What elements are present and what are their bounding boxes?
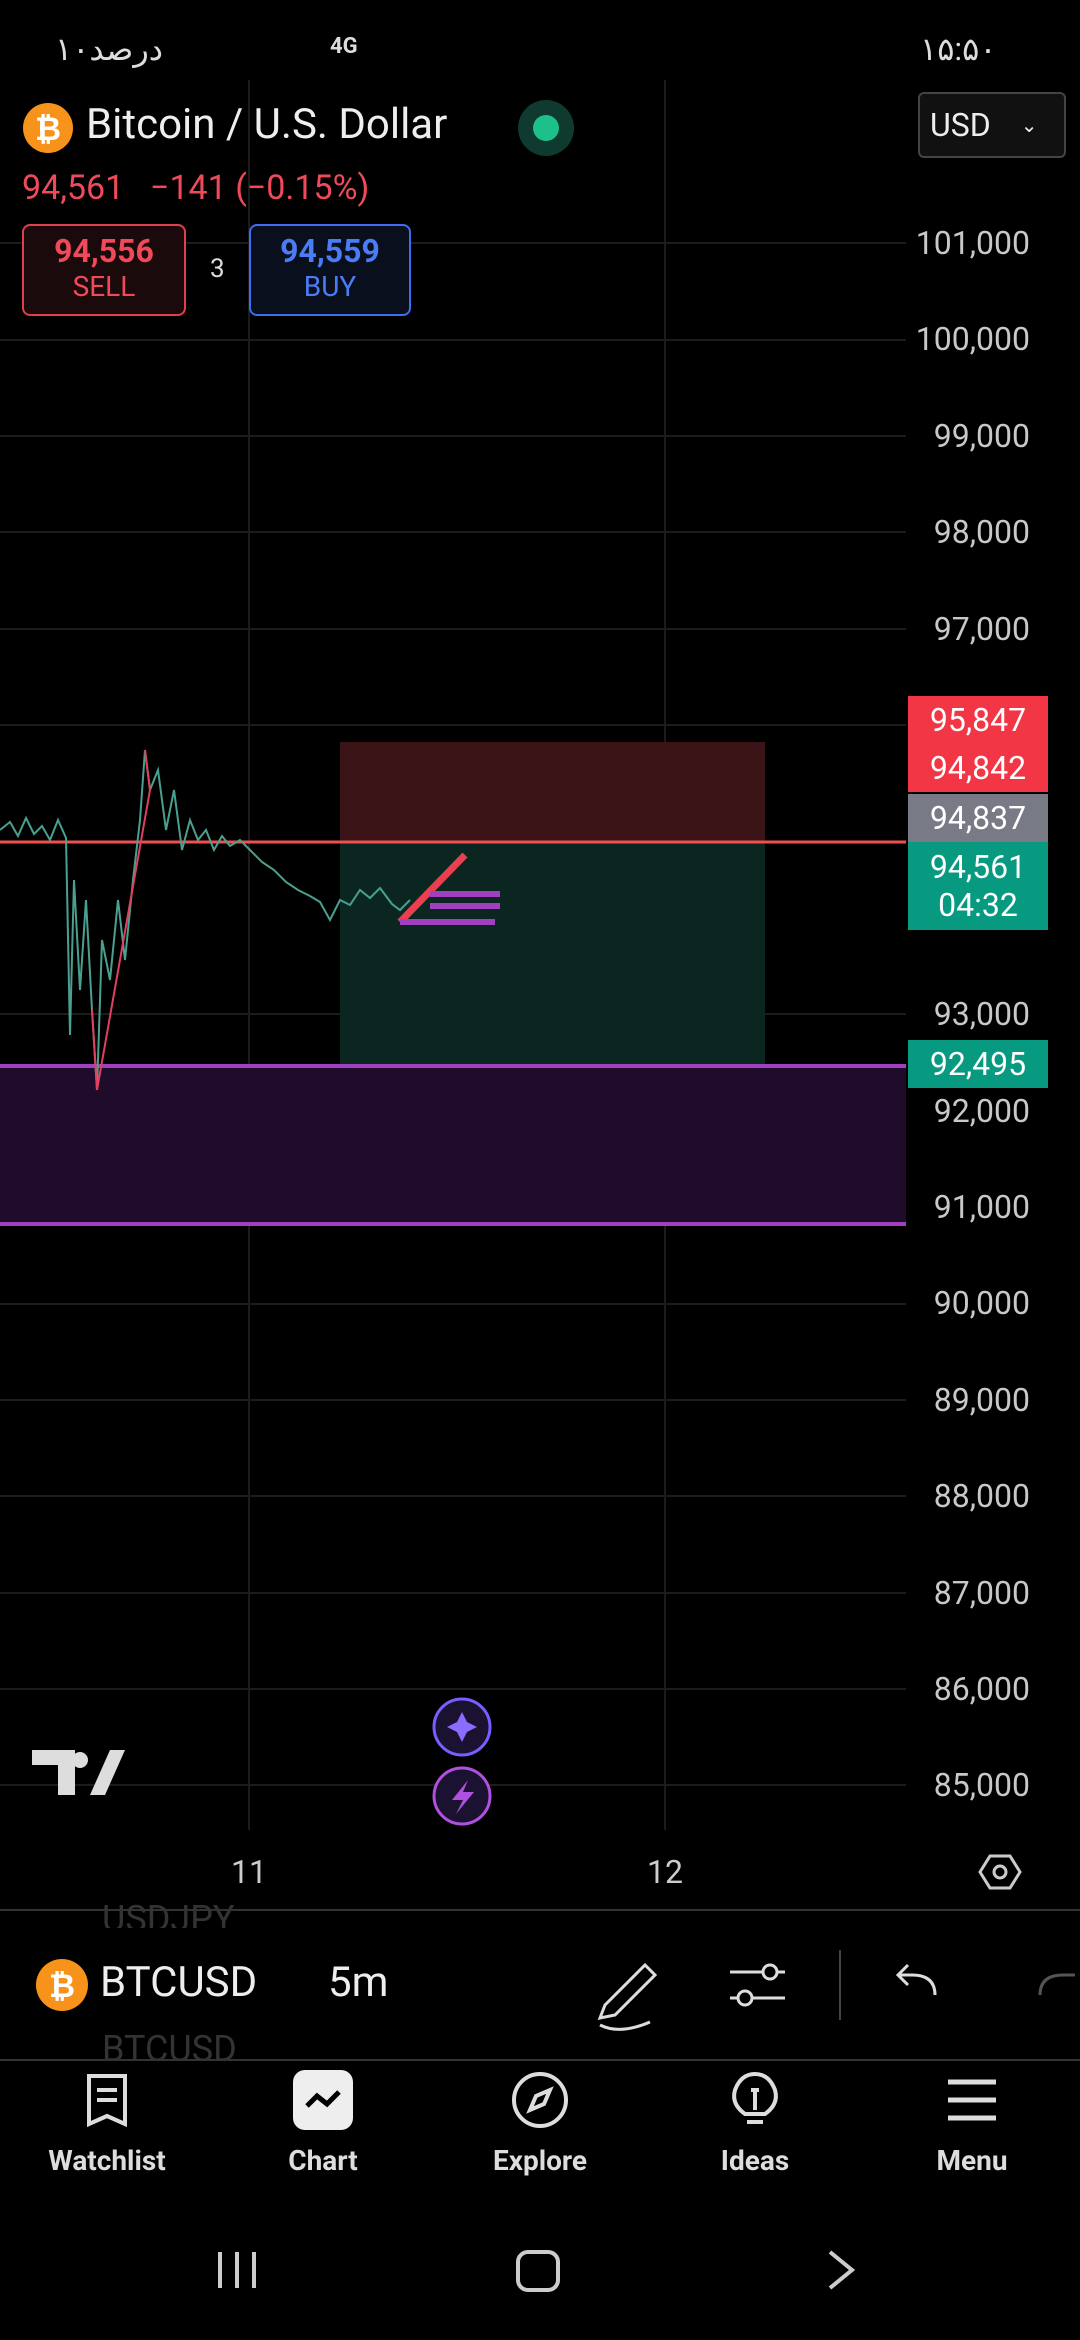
price-axis-label: 85,000 bbox=[933, 1766, 1030, 1805]
currency-select[interactable]: USD ⌄ bbox=[918, 92, 1066, 158]
price-axis-label: 99,000 bbox=[933, 416, 1030, 455]
price-axis-label: 100,000 bbox=[915, 320, 1030, 359]
nav-label: Chart bbox=[288, 2144, 358, 2177]
nav-ideas[interactable]: Ideas bbox=[665, 2070, 845, 2177]
price-axis-label: 92,000 bbox=[933, 1091, 1030, 1130]
status-left: ۱۰درصد bbox=[55, 30, 164, 68]
nav-label: Explore bbox=[492, 2144, 588, 2177]
symbol-title: Bitcoin / U.S. Dollar bbox=[86, 100, 448, 149]
svg-text:₿: ₿ bbox=[35, 110, 61, 148]
buy-price: 94,559 bbox=[280, 232, 380, 270]
price-axis-label: 101,000 bbox=[915, 224, 1030, 262]
price-axis-label: 90,000 bbox=[933, 1284, 1030, 1323]
price-axis-label: 88,000 bbox=[933, 1477, 1030, 1516]
nav-label: Watchlist bbox=[48, 2144, 166, 2177]
currency-label: USD bbox=[930, 106, 991, 144]
price-change: −141 (−0.15%) bbox=[150, 168, 370, 208]
price-axis-label: 89,000 bbox=[933, 1380, 1030, 1419]
price-tag: 95,847 bbox=[908, 696, 1048, 744]
price-axis-label: 91,000 bbox=[933, 1188, 1030, 1226]
price-axis-label: 93,000 bbox=[933, 995, 1030, 1034]
time-label: 11 bbox=[231, 1853, 267, 1891]
nav-chart[interactable]: Chart bbox=[233, 2070, 413, 2177]
status-network: 4G bbox=[330, 34, 358, 59]
buy-button[interactable]: 94,559 BUY bbox=[249, 224, 411, 316]
nav-menu[interactable]: Menu bbox=[882, 2070, 1062, 2177]
price-axis-label: 86,000 bbox=[933, 1670, 1030, 1708]
nav-icon bbox=[293, 2070, 353, 2130]
nav-icon bbox=[87, 2074, 127, 2128]
price-tag-current: 94,561 04:32 bbox=[908, 842, 1048, 930]
toolbar-symbol[interactable]: BTCUSD bbox=[100, 1958, 258, 2007]
svg-text:₿: ₿ bbox=[49, 1967, 75, 2005]
buy-label: BUY bbox=[303, 270, 357, 303]
symbol-list-ghost: USDJPY bbox=[102, 1898, 235, 1928]
price-axis-label: 98,000 bbox=[933, 513, 1030, 552]
price-tag: 94,842 bbox=[908, 744, 1048, 792]
price-tag: 94,837 bbox=[908, 794, 1048, 842]
price-axis-label: 87,000 bbox=[933, 1573, 1030, 1612]
nav-explore[interactable]: Explore bbox=[450, 2070, 630, 2177]
time-label: 12 bbox=[647, 1853, 683, 1891]
nav-icon bbox=[948, 2079, 996, 2121]
price-tag-price: 94,561 bbox=[929, 848, 1027, 886]
nav-icon bbox=[512, 2072, 568, 2128]
sell-label: SELL bbox=[72, 270, 136, 303]
sell-price: 94,556 bbox=[54, 232, 154, 270]
symbol-list-ghost: BTCUSD bbox=[102, 2028, 237, 2060]
nav-watchlist[interactable]: Watchlist bbox=[17, 2070, 197, 2177]
price-tag: 92,495 bbox=[908, 1040, 1048, 1088]
nav-label: Menu bbox=[936, 2144, 1008, 2177]
toolbar-interval[interactable]: 5m bbox=[328, 1958, 389, 2007]
status-time: ۱۵:۵۰ bbox=[920, 30, 997, 68]
nav-icon bbox=[732, 2071, 778, 2124]
last-price: 94,561 bbox=[22, 168, 125, 208]
price-tag-countdown: 04:32 bbox=[938, 886, 1018, 924]
nav-label: Ideas bbox=[720, 2144, 790, 2177]
price-axis-label: 97,000 bbox=[933, 609, 1030, 648]
spread: 3 bbox=[210, 254, 225, 284]
sell-button[interactable]: 94,556 SELL bbox=[22, 224, 186, 316]
